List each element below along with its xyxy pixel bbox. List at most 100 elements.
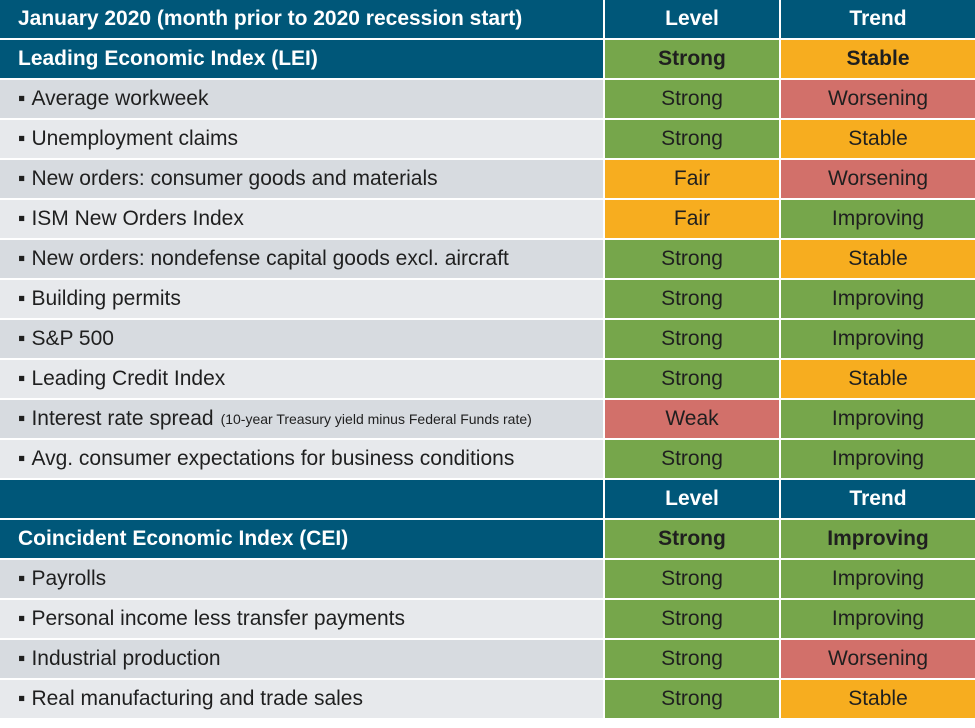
component-name: ISM New Orders Index: [31, 207, 244, 230]
component-label: ▪ Avg. consumer expectations for business…: [0, 440, 603, 478]
component-level: Strong: [605, 680, 779, 718]
component-name: Payrolls: [31, 567, 107, 590]
component-level: Strong: [605, 240, 779, 278]
component-label: ▪ Payrolls: [0, 560, 603, 598]
component-level: Fair: [605, 160, 779, 198]
section-header-title: [0, 480, 603, 518]
component-level: Weak: [605, 400, 779, 438]
component-name: Unemployment claims: [31, 127, 239, 150]
index-trend: Improving: [781, 520, 975, 558]
index-name: Leading Economic Index (LEI): [0, 40, 603, 78]
component-row: ▪ Industrial production Strong Worsening: [0, 640, 975, 680]
component-row: ▪ Personal income less transfer payments S…: [0, 600, 975, 640]
component-row: ▪ Real manufacturing and trade sales Stron…: [0, 680, 975, 720]
bullet-icon: ▪: [18, 687, 26, 710]
bullet-icon: ▪: [18, 367, 26, 390]
index-name: Coincident Economic Index (CEI): [0, 520, 603, 558]
section-header-row: Level Trend: [0, 480, 975, 520]
component-label: ▪ New orders: nondefense capital goods ex…: [0, 240, 603, 278]
bullet-icon: ▪: [18, 287, 26, 310]
component-name: Avg. consumer expectations for business …: [31, 447, 515, 470]
component-trend: Stable: [781, 120, 975, 158]
component-level: Fair: [605, 200, 779, 238]
component-label: ▪ ISM New Orders Index: [0, 200, 603, 238]
bullet-icon: ▪: [18, 407, 26, 430]
component-trend: Improving: [781, 320, 975, 358]
component-level: Strong: [605, 80, 779, 118]
component-row: ▪ New orders: consumer goods and material…: [0, 160, 975, 200]
component-name: Industrial production: [31, 647, 221, 670]
component-row: ▪ Leading Credit Index Strong Stable: [0, 360, 975, 400]
component-row: ▪ ISM New Orders Index Fair Improving: [0, 200, 975, 240]
bullet-icon: ▪: [18, 567, 26, 590]
component-trend: Stable: [781, 240, 975, 278]
component-trend: Improving: [781, 600, 975, 638]
component-trend: Worsening: [781, 160, 975, 198]
component-level: Strong: [605, 640, 779, 678]
bullet-icon: ▪: [18, 327, 26, 350]
index-summary-row: Coincident Economic Index (CEI) Strong Imp…: [0, 520, 975, 560]
component-trend: Improving: [781, 560, 975, 598]
column-header-trend: Trend: [781, 0, 975, 38]
component-level: Strong: [605, 440, 779, 478]
column-header-trend: Trend: [781, 480, 975, 518]
section-header-row: January 2020 (month prior to 2020 recess…: [0, 0, 975, 40]
component-level: Strong: [605, 560, 779, 598]
component-trend: Improving: [781, 280, 975, 318]
index-level: Strong: [605, 520, 779, 558]
component-label: ▪ Average workweek: [0, 80, 603, 118]
component-name: Leading Credit Index: [31, 367, 226, 390]
component-label: ▪ New orders: consumer goods and material…: [0, 160, 603, 198]
component-level: Strong: [605, 360, 779, 398]
component-label: ▪ Leading Credit Index: [0, 360, 603, 398]
component-trend: Worsening: [781, 80, 975, 118]
component-label: ▪ Personal income less transfer payments: [0, 600, 603, 638]
component-trend: Improving: [781, 440, 975, 478]
section-header-title: January 2020 (month prior to 2020 recess…: [0, 0, 603, 38]
component-row: ▪ Unemployment claims Strong Stable: [0, 120, 975, 160]
component-level: Strong: [605, 600, 779, 638]
component-row: ▪ Building permits Strong Improving: [0, 280, 975, 320]
component-label: ▪ Building permits: [0, 280, 603, 318]
component-name: New orders: nondefense capital goods exc…: [31, 247, 509, 270]
component-name: S&P 500: [31, 327, 114, 350]
component-name: Personal income less transfer payments: [31, 607, 405, 630]
column-header-level: Level: [605, 480, 779, 518]
component-row: ▪ Payrolls Strong Improving: [0, 560, 975, 600]
bullet-icon: ▪: [18, 167, 26, 190]
column-header-level: Level: [605, 0, 779, 38]
component-trend: Improving: [781, 400, 975, 438]
bullet-icon: ▪: [18, 447, 26, 470]
component-name: Interest rate spread: [31, 407, 214, 430]
index-level: Strong: [605, 40, 779, 78]
component-label: ▪ S&P 500: [0, 320, 603, 358]
component-name: New orders: consumer goods and materials: [31, 167, 438, 190]
component-trend: Improving: [781, 200, 975, 238]
component-row: ▪ Avg. consumer expectations for business…: [0, 440, 975, 480]
component-level: Strong: [605, 280, 779, 318]
component-level: Strong: [605, 120, 779, 158]
component-name: Real manufacturing and trade sales: [31, 687, 363, 710]
component-trend: Stable: [781, 680, 975, 718]
index-summary-row: Leading Economic Index (LEI) Strong Stable: [0, 40, 975, 80]
component-label: ▪ Real manufacturing and trade sales: [0, 680, 603, 718]
bullet-icon: ▪: [18, 207, 26, 230]
bullet-icon: ▪: [18, 87, 26, 110]
bullet-icon: ▪: [18, 647, 26, 670]
component-label: ▪ Unemployment claims: [0, 120, 603, 158]
component-note: (10-year Treasury yield minus Federal Fu…: [220, 411, 532, 427]
bullet-icon: ▪: [18, 247, 26, 270]
component-row: ▪ Average workweek Strong Worsening: [0, 80, 975, 120]
bullet-icon: ▪: [18, 607, 26, 630]
component-name: Building permits: [31, 287, 181, 310]
component-name: Average workweek: [31, 87, 209, 110]
component-level: Strong: [605, 320, 779, 358]
bullet-icon: ▪: [18, 127, 26, 150]
component-row: ▪ Interest rate spread (10-year Treasury y…: [0, 400, 975, 440]
index-trend: Stable: [781, 40, 975, 78]
component-trend: Stable: [781, 360, 975, 398]
component-trend: Worsening: [781, 640, 975, 678]
component-row: ▪ S&P 500 Strong Improving: [0, 320, 975, 360]
component-label: ▪ Interest rate spread (10-year Treasury y…: [0, 400, 603, 438]
